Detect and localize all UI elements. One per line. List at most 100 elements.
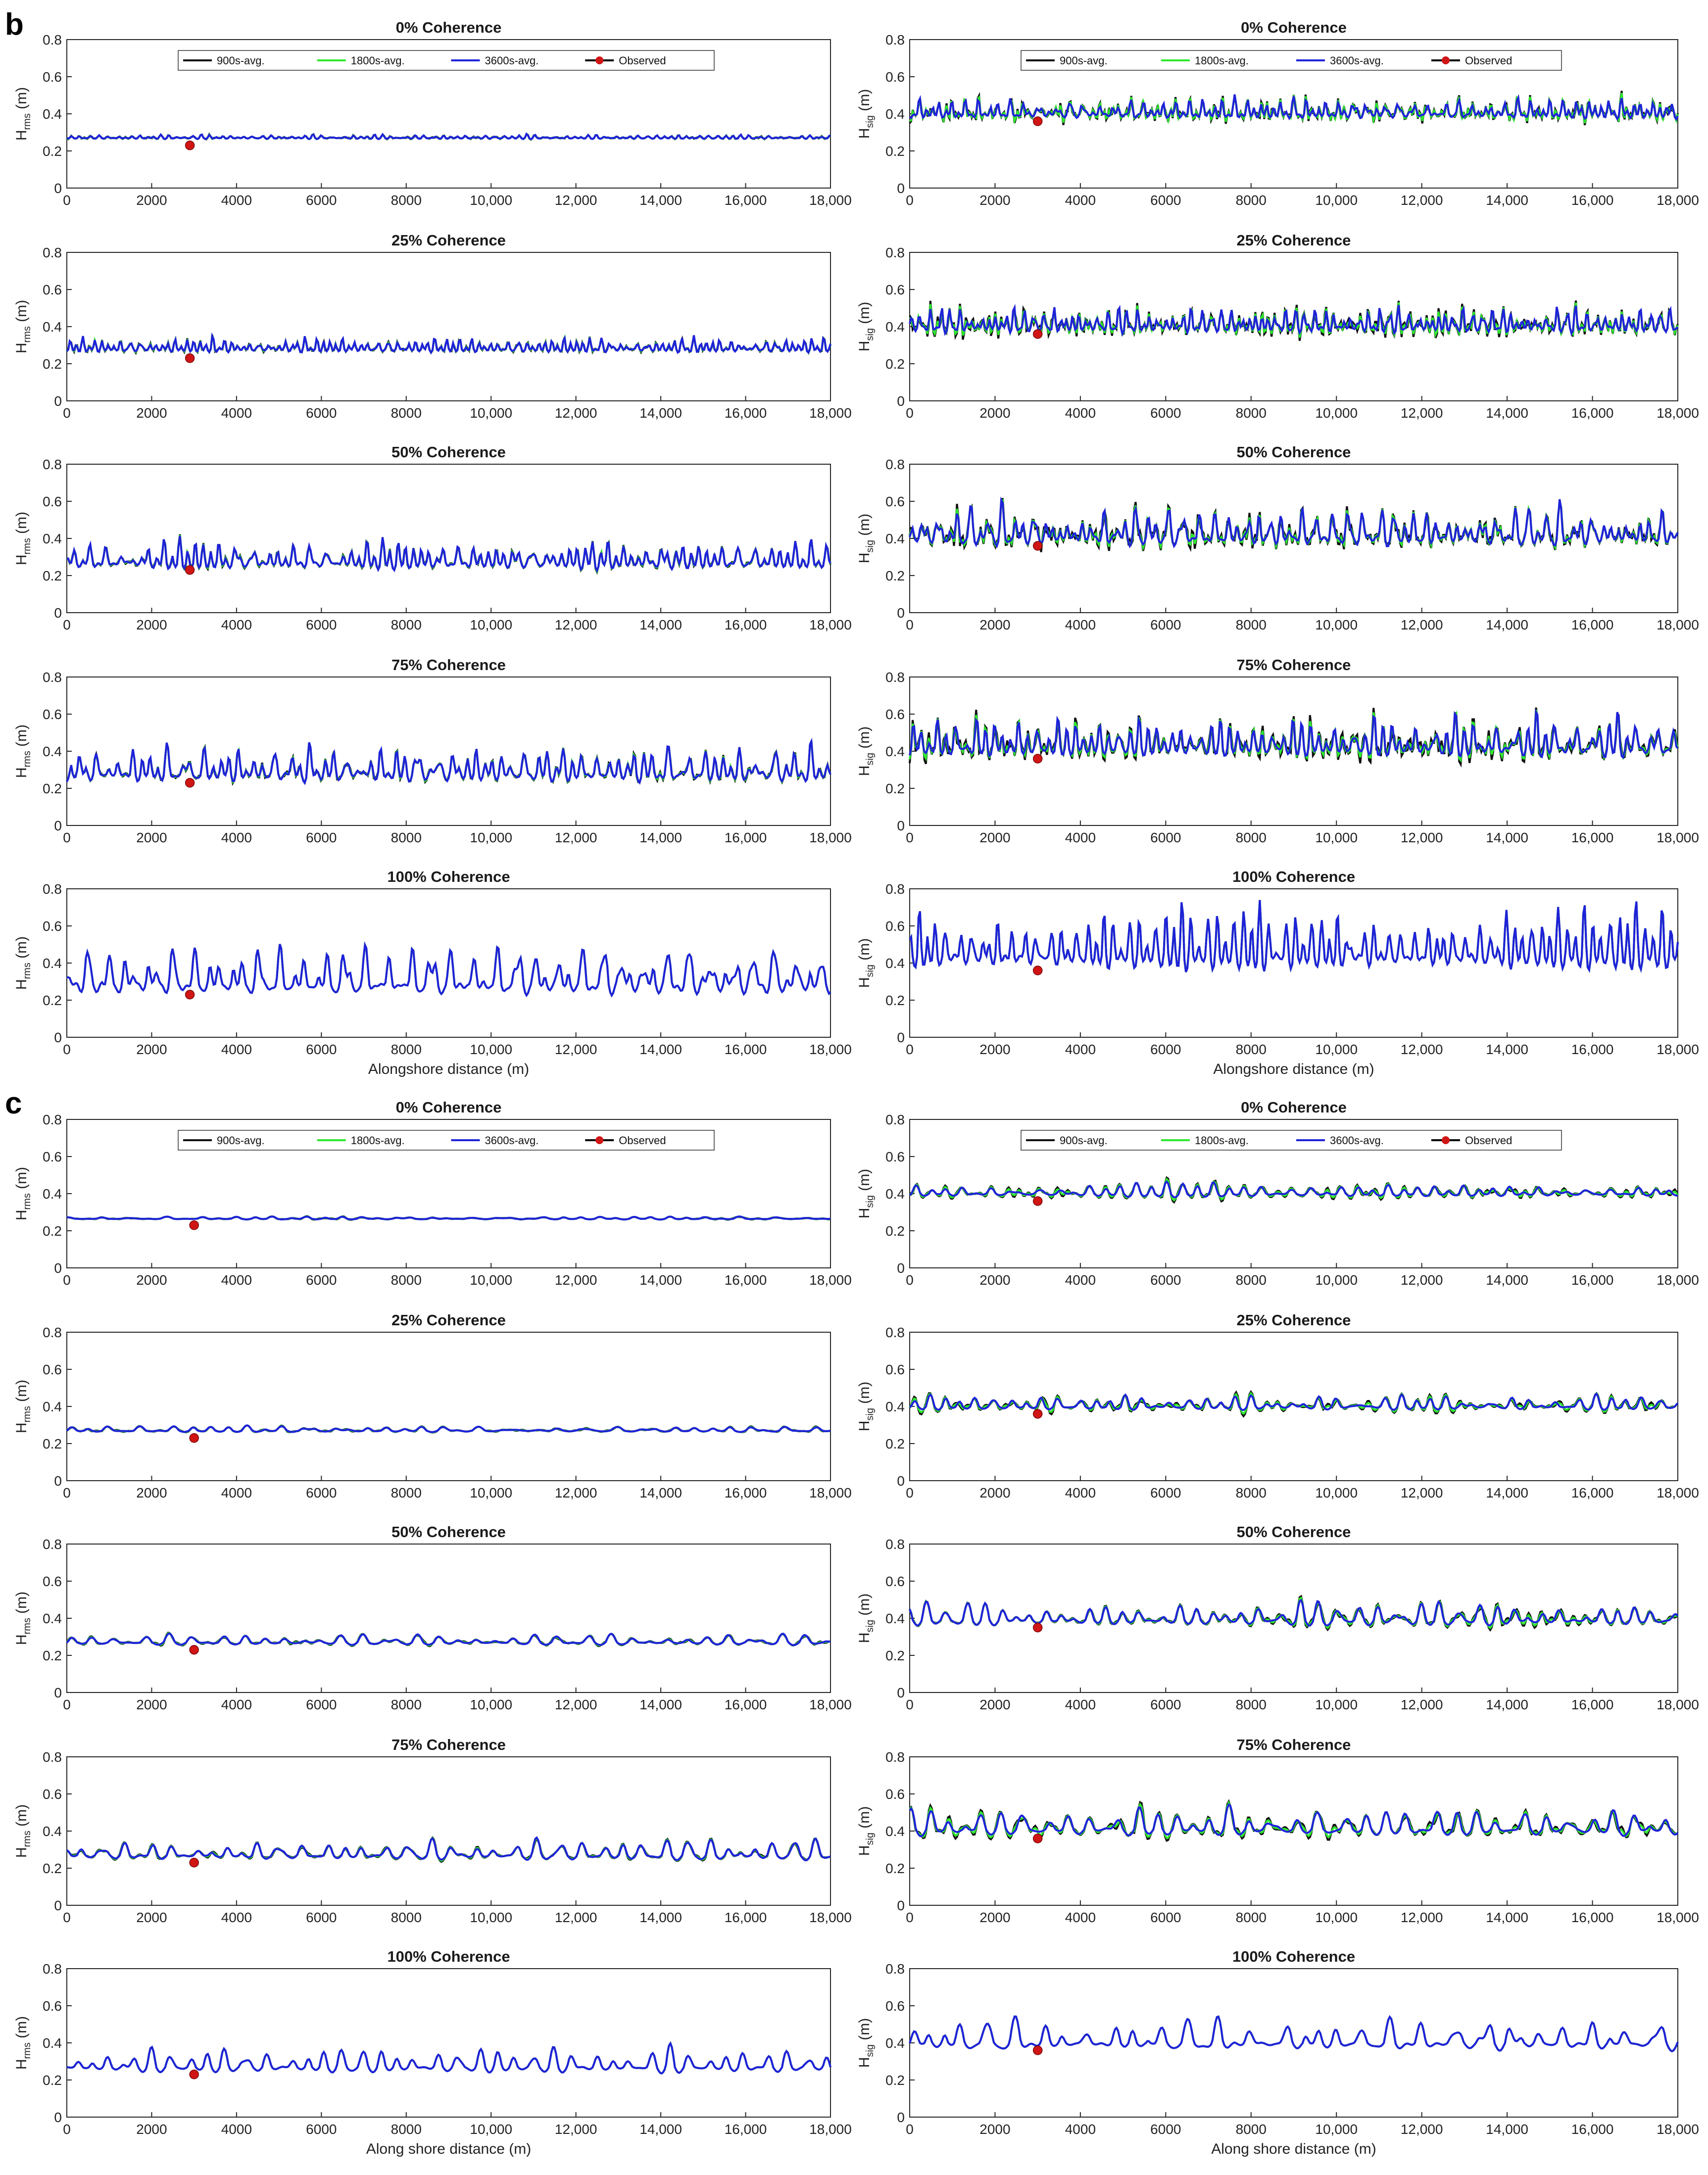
observed-point	[1032, 1623, 1043, 1633]
chart-title: 25% Coherence	[391, 232, 506, 249]
x-tick-label: 10,000	[470, 830, 512, 845]
x-tick-label: 10,000	[470, 193, 512, 208]
observed-point	[189, 1433, 199, 1443]
x-tick-label: 0	[906, 617, 914, 632]
x-tick-label: 0	[63, 405, 71, 421]
x-tick-label: 2000	[979, 617, 1010, 632]
y-tick-label: 0	[54, 1260, 62, 1276]
x-tick-label: 6000	[1150, 830, 1181, 845]
x-axis-label: Alongshore distance (m)	[1213, 1061, 1374, 1077]
plot-frame	[66, 677, 831, 826]
y-tick-label: 0.4	[885, 1611, 905, 1626]
y-tick-label: 0.2	[43, 993, 62, 1008]
x-tick-label: 6000	[1150, 1697, 1181, 1712]
x-tick-label: 2000	[136, 1042, 167, 1057]
plot-frame	[66, 1756, 831, 1906]
x-tick-label: 2000	[136, 617, 167, 632]
y-axis-label: Hrms (m)	[13, 1592, 33, 1645]
x-tick-label: 10,000	[1315, 405, 1358, 421]
x-tick-label: 16,000	[725, 1485, 767, 1500]
x-tick-label: 16,000	[725, 1272, 767, 1288]
x-tick-label: 6000	[1150, 2122, 1181, 2137]
y-tick-label: 0.4	[885, 956, 905, 971]
x-tick-label: 0	[906, 2122, 914, 2137]
legend: 900s-avg. 1800s-avg. 3600s-avg. Observed	[1021, 50, 1562, 71]
chart-c-right-3: 75% Coherence 0 0.2 0.4 0.6 0.8 0 2000 4000 6000 8…	[856, 1736, 1699, 1925]
panel-letter-b: b	[5, 7, 24, 42]
x-tick-label: 12,000	[555, 405, 597, 421]
x-tick-label: 0	[906, 1697, 914, 1712]
x-tick-label: 2000	[136, 405, 167, 421]
y-tick-label: 0.8	[885, 1325, 905, 1340]
x-tick-label: 4000	[1065, 617, 1096, 632]
x-tick-label: 4000	[221, 1910, 252, 1925]
x-tick-label: 10,000	[1315, 1697, 1358, 1712]
x-tick-label: 4000	[221, 830, 252, 845]
y-tick-label: 0.6	[43, 1149, 62, 1164]
x-tick-label: 2000	[979, 1485, 1010, 1500]
y-tick-label: 0.2	[885, 1223, 905, 1239]
observed-point	[1032, 754, 1043, 764]
legend-1800s-label: 1800s-avg.	[351, 54, 405, 67]
y-tick-label: 0.8	[43, 1749, 62, 1765]
x-tick-label: 0	[906, 1272, 914, 1288]
chart-b-right-4: 100% Coherence 0 0.2 0.4 0.6 0.8 0 2000 4000 6000…	[856, 868, 1699, 1057]
legend-900s-label: 900s-avg.	[217, 54, 265, 67]
observed-point	[1032, 329, 1043, 339]
chart-b-left-2: 50% Coherence 0 0.2 0.4 0.6 0.8 0 2000 4000 6000 8…	[13, 443, 852, 632]
y-tick-label: 0.6	[43, 1574, 62, 1589]
x-tick-label: 8000	[1236, 1485, 1267, 1500]
x-tick-label: 4000	[221, 1697, 252, 1712]
chart-c-right-2: 50% Coherence 0 0.2 0.4 0.6 0.8 0 2000 4000 6000 8…	[856, 1523, 1699, 1712]
y-tick-label: 0.4	[885, 1186, 905, 1202]
y-axis-label: Hsig (m)	[856, 302, 876, 352]
y-tick-label: 0.4	[885, 2035, 905, 2051]
x-tick-label: 14,000	[639, 1272, 682, 1288]
legend-3600s-label: 3600s-avg.	[1330, 1134, 1384, 1147]
chart-b-left-1: 25% Coherence 0 0.2 0.4 0.6 0.8 0 2000 4000 6000 8…	[13, 232, 852, 421]
chart-title: 75% Coherence	[391, 656, 506, 674]
y-tick-label: 0.4	[885, 1824, 905, 1839]
y-tick-label: 0.8	[885, 670, 905, 685]
x-tick-label: 6000	[1150, 405, 1181, 421]
y-axis-label: Hsig (m)	[856, 514, 876, 564]
x-tick-label: 6000	[1150, 1485, 1181, 1500]
x-tick-label: 10,000	[470, 405, 512, 421]
y-tick-label: 0.2	[43, 1648, 62, 1663]
y-tick-label: 0.8	[885, 457, 905, 472]
y-tick-label: 0.2	[43, 1861, 62, 1876]
x-tick-label: 14,000	[1486, 617, 1528, 632]
x-tick-label: 2000	[136, 1910, 167, 1925]
x-tick-label: 10,000	[1315, 1042, 1358, 1057]
legend: 900s-avg. 1800s-avg. 3600s-avg. Observed	[1021, 1130, 1562, 1151]
x-tick-label: 16,000	[1571, 1910, 1614, 1925]
observed-point	[1032, 1834, 1043, 1843]
x-axis-label: Alongshore distance (m)	[368, 1061, 529, 1077]
y-axis-label: Hrms (m)	[13, 1804, 33, 1858]
x-tick-label: 6000	[306, 1485, 337, 1500]
series-3600s-line	[909, 708, 1679, 760]
chart-b-left-0: 0% Coherence 0 0.2 0.4 0.6 0.8 0 2000 4000 6000 80…	[13, 19, 852, 208]
chart-c-left-0: 0% Coherence 0 0.2 0.4 0.6 0.8 0 2000 4000 6000 80…	[13, 1099, 852, 1288]
y-tick-label: 0.4	[885, 1399, 905, 1414]
x-tick-label: 0	[63, 1485, 71, 1500]
x-tick-label: 6000	[1150, 1042, 1181, 1057]
y-axis-label: Hrms (m)	[13, 300, 33, 353]
y-tick-label: 0	[54, 1685, 62, 1700]
y-tick-label: 0.8	[43, 245, 62, 260]
x-tick-label: 16,000	[1571, 1697, 1614, 1712]
x-tick-label: 0	[906, 1042, 914, 1057]
legend-observed-marker	[595, 1136, 604, 1144]
series-3600s-line	[66, 1424, 831, 1433]
legend-3600s-label: 3600s-avg.	[1330, 54, 1384, 67]
x-tick-label: 4000	[1065, 405, 1096, 421]
legend-1800s-label: 1800s-avg.	[1195, 54, 1249, 67]
chart-title: 50% Coherence	[391, 1523, 506, 1541]
y-tick-label: 0.2	[43, 356, 62, 372]
plot-frame	[909, 888, 1678, 1038]
x-tick-label: 18,000	[809, 1272, 852, 1288]
series-3600s-line	[909, 900, 1679, 973]
series-3600s-line	[909, 1180, 1678, 1199]
y-tick-label: 0.8	[43, 1112, 62, 1127]
legend-900s-label: 900s-avg.	[1060, 1134, 1108, 1147]
